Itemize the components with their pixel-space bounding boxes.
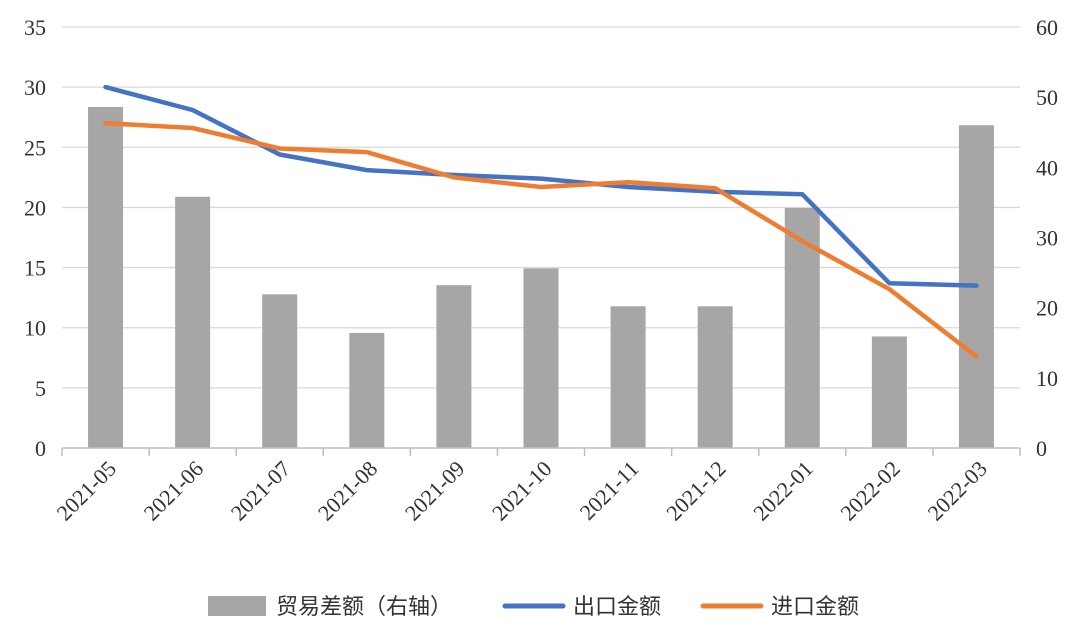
- legend-swatch-trade-balance: [208, 596, 266, 616]
- x-tick-label: 2021-11: [575, 456, 644, 525]
- legend-label-trade-balance: 贸易差额（右轴）: [276, 595, 452, 620]
- line-series: [103, 84, 979, 359]
- y-right-tick-label: 40: [1036, 155, 1058, 180]
- y-right-tick-label: 10: [1036, 366, 1058, 391]
- y-right-tick-label: 20: [1036, 296, 1058, 321]
- bar-trade-balance: [610, 306, 646, 448]
- x-tick-label: 2021-08: [313, 456, 383, 526]
- y-left-tick-label: 5: [35, 376, 46, 401]
- x-tick-label: 2021-10: [487, 456, 557, 526]
- bar-trade-balance: [436, 285, 472, 448]
- y-left-tick-label: 0: [35, 436, 46, 461]
- y-right-tick-label: 0: [1036, 436, 1047, 461]
- x-tick-label: 2021-12: [661, 456, 731, 526]
- bar-trade-balance: [523, 268, 559, 448]
- axes: [61, 447, 1021, 456]
- y-right-tick-label: 60: [1036, 15, 1058, 40]
- bar-trade-balance: [697, 306, 733, 448]
- bar-trade-balance: [349, 332, 385, 448]
- legend: 贸易差额（右轴） 出口金额 进口金额: [208, 595, 859, 620]
- y-left-tick-label: 30: [24, 75, 46, 100]
- x-tick-label: 2022-03: [922, 456, 992, 526]
- y-left-tick-label: 25: [24, 135, 46, 160]
- y-right-tick-labels: 0 10 20 30 40 50 60: [1036, 15, 1058, 461]
- bar-trade-balance: [871, 336, 907, 448]
- x-tick-label: 2021-09: [400, 456, 470, 526]
- y-left-tick-label: 10: [24, 316, 46, 341]
- x-tick-label: 2021-05: [52, 456, 122, 526]
- x-tick-labels: 2021-05 2021-06 2021-07 2021-08 2021-09 2021-…: [52, 456, 992, 526]
- x-tick-label: 2022-02: [835, 456, 905, 526]
- x-tick-label: 2021-07: [226, 456, 296, 526]
- legend-label-import-amount: 进口金额: [771, 595, 859, 620]
- bar-trade-balance: [175, 196, 211, 448]
- line-import-amount: [103, 120, 979, 359]
- bar-series: [88, 106, 994, 449]
- y-right-tick-label: 50: [1036, 85, 1058, 110]
- y-left-tick-label: 15: [24, 256, 46, 281]
- bar-trade-balance: [262, 294, 298, 448]
- legend-label-export-amount: 出口金额: [573, 595, 661, 620]
- x-tick-label: 2021-06: [139, 456, 209, 526]
- y-left-tick-label: 35: [24, 15, 46, 40]
- bar-trade-balance: [784, 208, 820, 448]
- bar-trade-balance: [88, 106, 124, 449]
- y-left-tick-label: 20: [24, 195, 46, 220]
- x-tick-label: 2022-01: [748, 456, 818, 526]
- y-left-tick-labels: 0 5 10 15 20 25 30 35: [24, 15, 46, 461]
- gridlines: [62, 26, 1020, 389]
- y-right-tick-label: 30: [1036, 226, 1058, 251]
